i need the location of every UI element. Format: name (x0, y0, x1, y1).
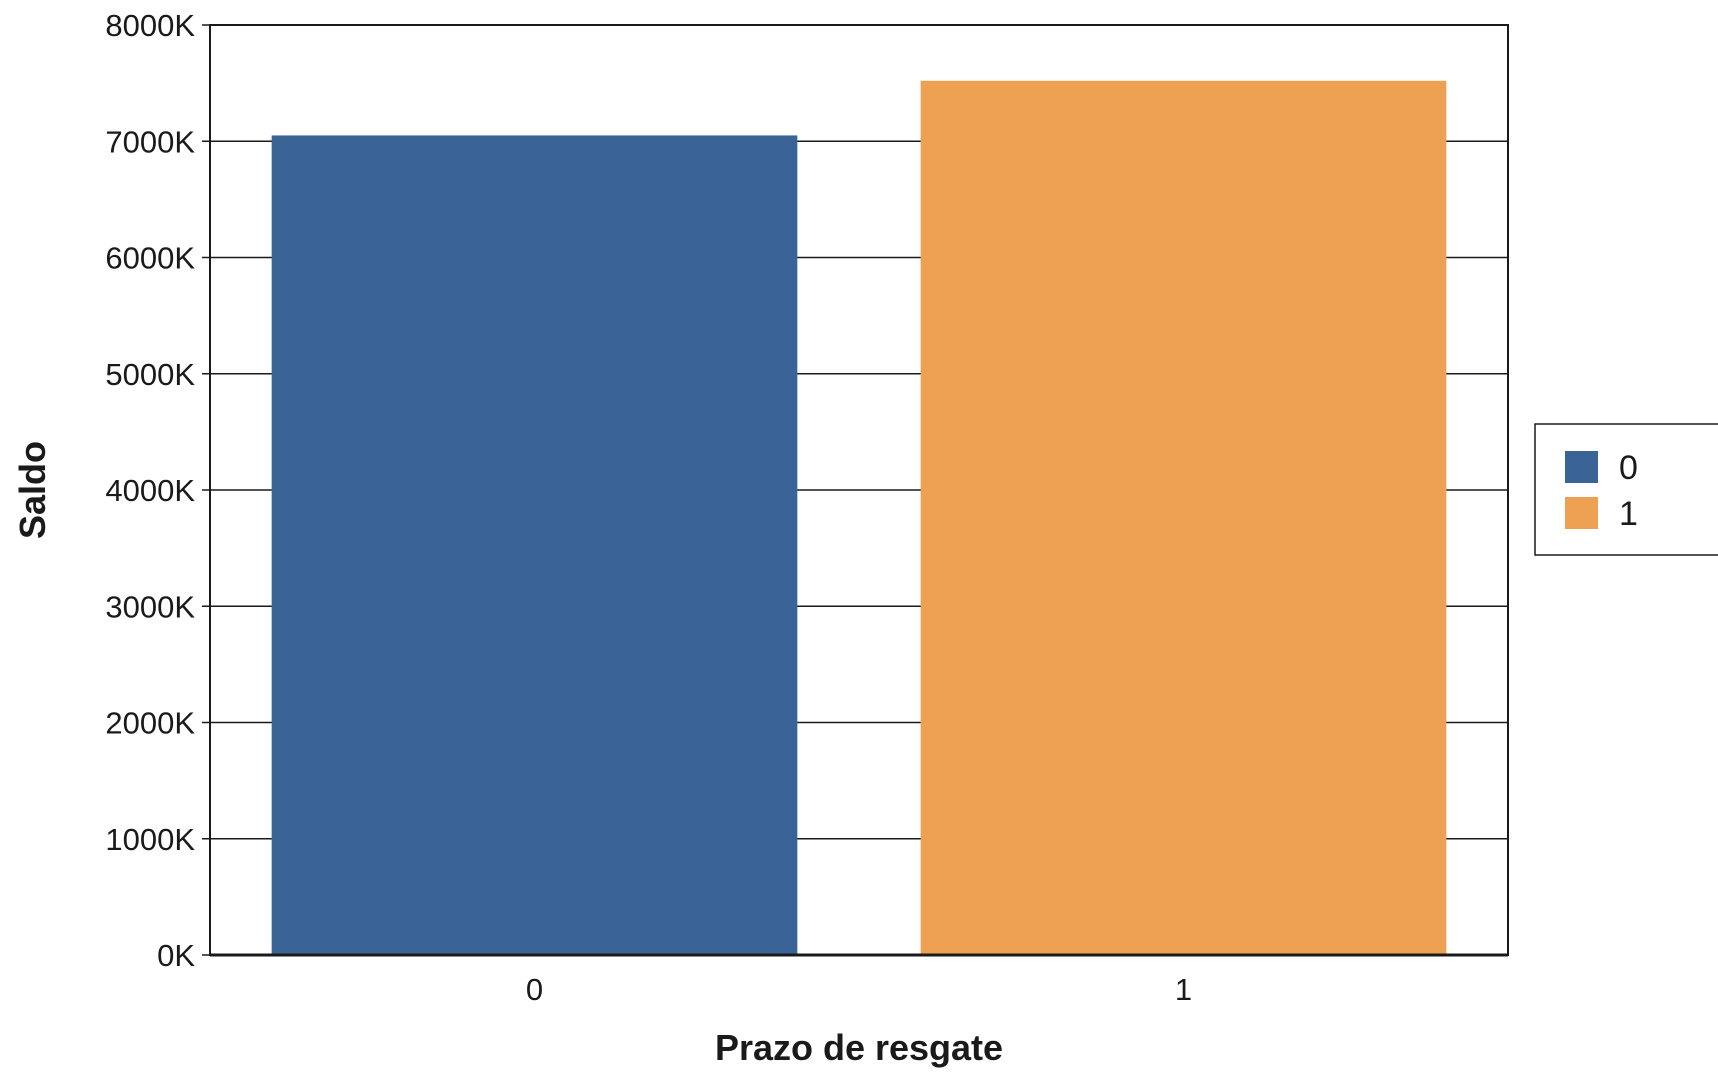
bars (271, 80, 1447, 956)
y-axis-title: Saldo (12, 441, 53, 539)
y-tick-label: 5000K (105, 357, 195, 392)
y-tick-label: 1000K (105, 822, 195, 857)
legend-entries: 01 (1565, 449, 1638, 533)
y-tick-label: 2000K (105, 706, 195, 741)
legend-label: 0 (1619, 449, 1638, 487)
legend: 01 (1534, 423, 1718, 556)
bar-1 (920, 80, 1447, 956)
y-axis-ticks: 0K 1000K 2000K 3000K 4000K 5000K 6000K 7000K 800… (105, 8, 210, 973)
y-tick-label: 6000K (105, 241, 195, 276)
bar-0 (271, 135, 798, 955)
y-tick-label: 0K (157, 938, 195, 973)
y-tick-label: 8000K (105, 8, 195, 43)
legend-swatch (1565, 451, 1598, 483)
legend-box (1534, 423, 1718, 556)
legend-label: 1 (1619, 495, 1638, 533)
x-tick-label: 1 (1175, 972, 1192, 1007)
legend-swatch (1565, 497, 1598, 529)
x-axis-title: Prazo de resgate (715, 1027, 1003, 1068)
x-tick-label: 0 (526, 972, 543, 1007)
y-tick-label: 4000K (105, 473, 195, 508)
y-tick-label: 7000K (105, 124, 195, 159)
y-tick-label: 3000K (105, 589, 195, 624)
